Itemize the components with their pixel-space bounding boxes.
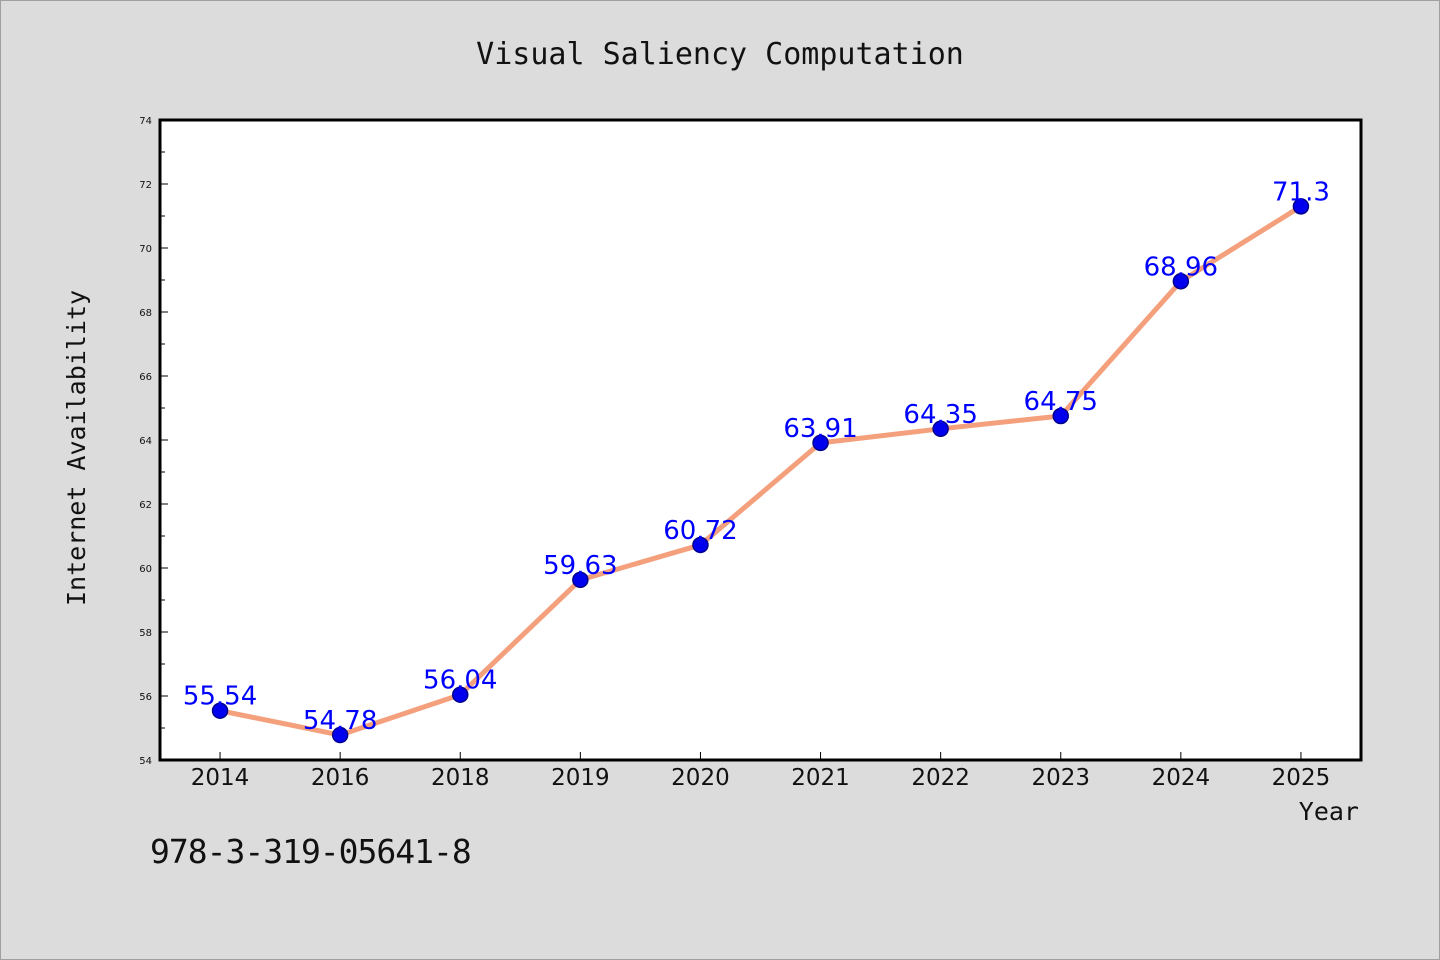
data-point <box>1172 273 1190 290</box>
y-tick-label: 66 <box>139 372 152 383</box>
data-point <box>452 686 469 703</box>
data-point <box>932 420 949 438</box>
data-label: 64.35 <box>903 400 977 430</box>
y-tick-label: 58 <box>139 628 152 639</box>
data-label: 64.75 <box>1024 387 1098 417</box>
data-label: 63.91 <box>783 414 857 444</box>
y-tick-label: 64 <box>139 436 152 447</box>
y-tick-label: 68 <box>139 308 152 319</box>
x-tick-label: 2022 <box>911 765 970 791</box>
data-point <box>331 726 349 744</box>
data-label: 68.96 <box>1144 252 1218 282</box>
y-tick-label: 72 <box>139 180 152 191</box>
x-tick-label: 2018 <box>431 765 490 791</box>
x-tick-label: 2016 <box>311 765 370 791</box>
data-label: 56.04 <box>423 666 497 696</box>
x-axis-label: Year <box>1299 797 1359 826</box>
series-line <box>217 203 1304 738</box>
data-point <box>211 702 229 719</box>
x-tick-label: 2021 <box>791 765 850 791</box>
x-tick-label: 2014 <box>191 765 250 791</box>
y-tick-label: 54 <box>139 756 152 767</box>
chart-title: Visual Saliency Computation <box>476 37 964 72</box>
data-point <box>1052 407 1069 425</box>
data-label: 55.54 <box>183 682 257 712</box>
data-point <box>1292 198 1310 215</box>
x-tick-label: 2019 <box>551 765 610 791</box>
x-tick-label: 2023 <box>1031 765 1090 791</box>
plot-frame <box>158 118 1363 762</box>
y-axis-label: Internet Availability <box>62 290 91 606</box>
y-tick-label: 56 <box>139 692 152 703</box>
identifier-text: 978-3-319-05641-8 <box>150 832 472 871</box>
y-tick-label: 60 <box>139 564 152 575</box>
data-label: 60.72 <box>663 516 737 546</box>
data-label: 59.63 <box>543 551 617 581</box>
y-tick-label: 74 <box>139 116 152 127</box>
data-point <box>812 434 829 452</box>
plot-area <box>160 120 1361 760</box>
data-point <box>692 536 709 554</box>
x-tick-label: 2024 <box>1152 765 1211 791</box>
y-tick-label: 62 <box>139 500 152 511</box>
data-point <box>572 571 589 589</box>
x-tick-label: 2025 <box>1272 765 1331 791</box>
y-tick-label: 70 <box>139 244 152 255</box>
data-label: 71.3 <box>1272 177 1330 207</box>
x-tick-label: 2020 <box>671 765 730 791</box>
data-label: 54.78 <box>303 706 377 736</box>
